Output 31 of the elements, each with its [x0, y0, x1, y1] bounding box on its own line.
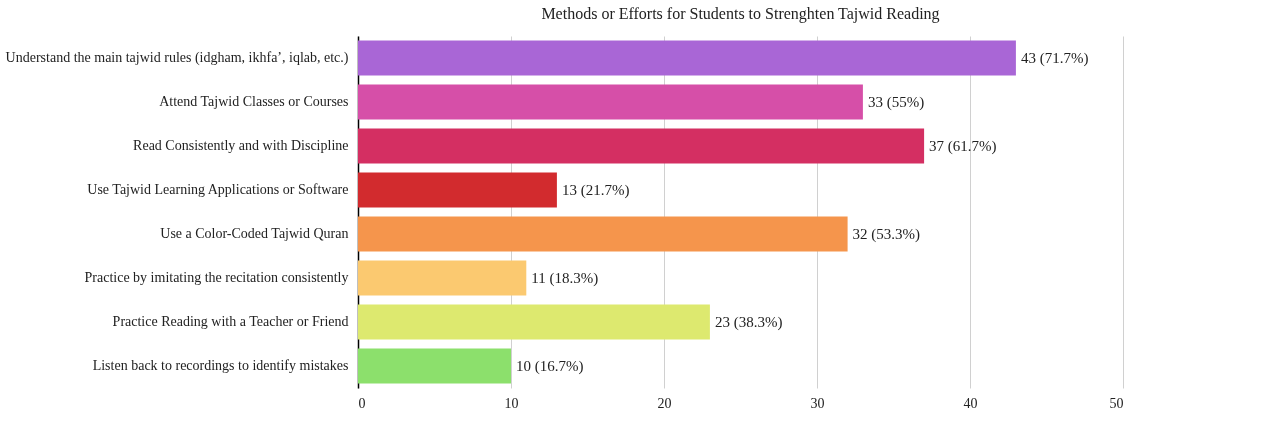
data-label: 11 (18.3%)	[531, 270, 599, 287]
bar	[358, 304, 710, 340]
x-tick-label: 0	[358, 395, 366, 411]
data-label: 23 (38.3%)	[714, 314, 783, 331]
bar	[358, 216, 848, 252]
x-tick-label: 50	[1109, 395, 1124, 411]
y-tick-label: Attend Tajwid Classes or Courses	[159, 94, 349, 109]
y-tick-label: Listen back to recordings to identify mistakes	[92, 358, 349, 373]
bar	[358, 172, 557, 208]
x-tick-label: 30	[810, 395, 825, 411]
data-label: 10 (16.7%)	[516, 358, 584, 375]
y-tick-label: Read Consistently and with Discipline	[133, 138, 349, 153]
data-label: 43 (71.7%)	[1020, 50, 1089, 67]
x-tick-label: 10	[504, 395, 519, 411]
bar	[358, 84, 863, 120]
data-label: 32 (53.3%)	[852, 226, 921, 243]
bar	[358, 40, 1016, 76]
x-tick-label: 20	[657, 395, 672, 411]
bar	[358, 260, 527, 296]
y-tick-label: Practice by imitating the recitation consistently	[84, 270, 349, 285]
data-label: 13 (21.7%)	[561, 182, 630, 199]
data-label: 33 (55%)	[867, 94, 925, 111]
chart-title: Methods or Efforts for Students to Strenghten Tajwid Reading	[541, 5, 940, 23]
y-tick-label: Use Tajwid Learning Applications or Software	[87, 182, 349, 197]
x-tick-label: 40	[963, 395, 978, 411]
bar	[358, 128, 925, 164]
y-tick-label: Understand the main tajwid rules (idgham, ikhfa’, iqlab, etc.)	[5, 50, 349, 66]
y-tick-label: Use a Color-Coded Tajwid Quran	[160, 226, 349, 241]
bar	[358, 348, 511, 384]
y-tick-label: Practice Reading with a Teacher or Friend	[112, 314, 349, 329]
data-label: 37 (61.7%)	[929, 138, 997, 155]
